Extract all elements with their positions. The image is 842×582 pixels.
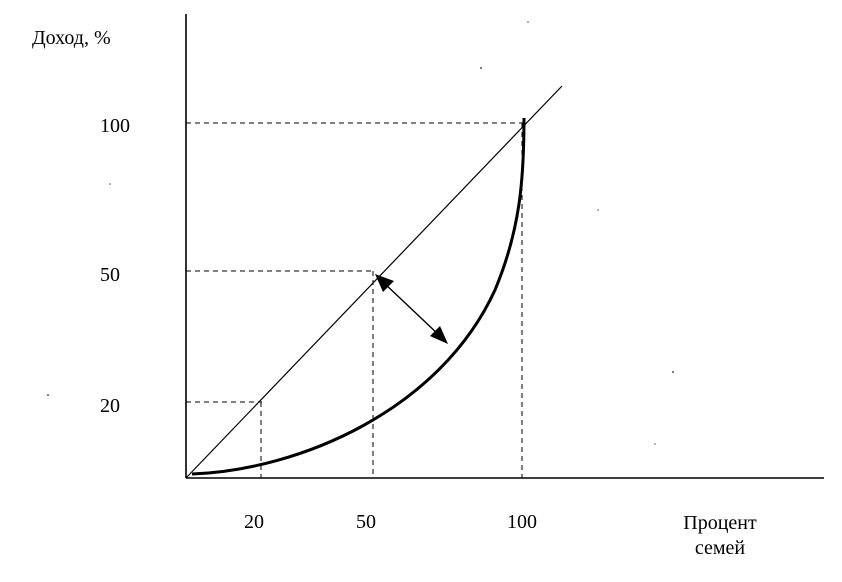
x-tick-100: 100 [507, 511, 537, 533]
y-tick-100: 100 [100, 115, 130, 137]
equality-line [185, 85, 563, 479]
lorenz-curve [191, 117, 526, 476]
scan-specks [47, 21, 674, 445]
arrowhead-end [430, 326, 448, 344]
y-tick-20: 20 [100, 395, 120, 417]
y-axis-label: Доход, % [32, 27, 111, 49]
x-tick-50: 50 [356, 511, 376, 533]
x-axis-label-line2: семей [694, 537, 746, 559]
y-tick-50: 50 [100, 264, 120, 286]
x-axis-label-line1: Процент [683, 512, 757, 534]
x-axis-label: Процент семей [660, 511, 780, 561]
x-tick-20: 20 [244, 511, 264, 533]
arrowhead-start [375, 274, 394, 292]
double-arrow [375, 274, 448, 344]
